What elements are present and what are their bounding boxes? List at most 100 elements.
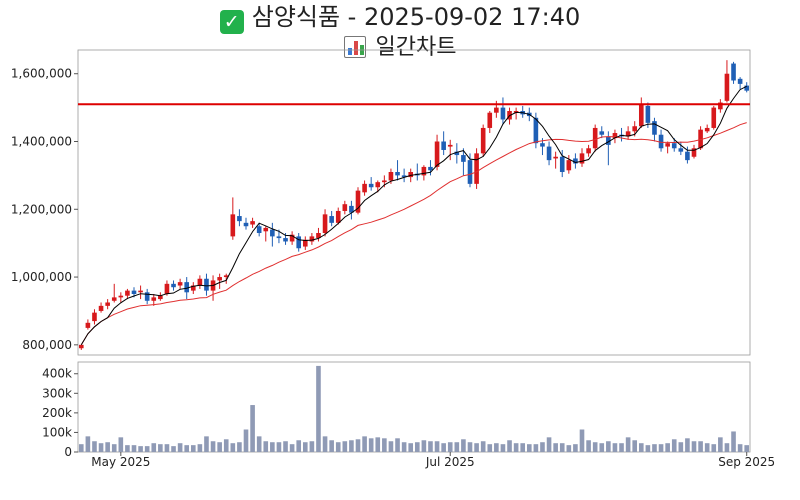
volume-bar: [256, 436, 262, 452]
volume-bar: [718, 437, 723, 452]
volume-bar: [349, 440, 354, 452]
volume-bar: [184, 445, 190, 452]
candle-body: [500, 107, 506, 120]
volume-frame: [77, 361, 751, 453]
candle-body: [204, 278, 209, 291]
volume-bar: [217, 442, 222, 452]
candle-body: [678, 148, 684, 152]
volume-bar: [573, 444, 578, 452]
volume-bar: [382, 438, 387, 452]
volume-bar: [461, 439, 466, 452]
volume-bar: [487, 444, 493, 452]
volume-tick-label: 400k: [42, 367, 72, 381]
volume-bar: [665, 443, 670, 452]
volume-bar: [329, 440, 334, 452]
volume-bar: [296, 440, 302, 452]
volume-bar: [105, 442, 110, 452]
candle-body: [401, 175, 407, 178]
x-axis: May 2025 Jul 2025 Sep 2025: [91, 452, 775, 469]
volume-bar: [592, 442, 598, 452]
candle-body: [665, 143, 670, 147]
candle-body: [78, 344, 84, 349]
candle-body: [698, 129, 703, 149]
candle-body: [92, 312, 97, 322]
candle-body: [362, 183, 367, 193]
x-tick-label: May 2025: [91, 455, 150, 469]
volume-bar: [276, 442, 282, 452]
candle-body: [566, 160, 572, 171]
candle-body: [375, 182, 381, 188]
volume-bar: [362, 436, 367, 452]
volume-bar: [421, 440, 427, 452]
volume-bar: [355, 439, 361, 452]
volume-bar: [599, 443, 605, 452]
volume-bar: [533, 444, 539, 452]
volume-tick-label: 0: [64, 445, 72, 459]
candle-body: [540, 143, 545, 147]
volume-bar: [645, 445, 651, 452]
price-panel: 800,000 1,000,000 1,200,000 1,400,000 1,600,…: [11, 49, 751, 356]
volume-bar: [144, 446, 150, 452]
volume-bar: [724, 443, 730, 452]
candle-body: [316, 233, 321, 239]
candle-body: [144, 292, 150, 301]
candle-body: [553, 156, 558, 159]
volume-bar: [223, 439, 229, 452]
volume-bar: [401, 442, 407, 452]
volume-bar: [210, 441, 216, 452]
candle-body: [474, 153, 479, 184]
volume-bar: [283, 441, 288, 452]
volume-bar: [302, 442, 308, 452]
candle-body: [671, 143, 677, 149]
candle-body: [329, 216, 334, 223]
candle-body: [428, 166, 433, 171]
volume-bar: [500, 444, 506, 452]
volume-bar: [85, 436, 91, 452]
volume-bar: [612, 443, 618, 452]
candle-body: [382, 180, 387, 183]
volume-bar: [322, 436, 328, 452]
candle-body: [342, 204, 348, 211]
volume-bar: [335, 442, 341, 452]
candle-body: [421, 166, 427, 176]
volume-bar: [632, 440, 638, 452]
volume-bar: [586, 440, 591, 452]
candle-body: [625, 131, 631, 137]
price-frame: [77, 49, 751, 356]
volume-bar: [744, 445, 750, 452]
volume-bar: [434, 441, 440, 452]
candle-body: [125, 290, 130, 296]
price-tick-label: 1,200,000: [11, 202, 72, 216]
candle-body: [513, 111, 519, 113]
x-tick-label: Jul 2025: [425, 455, 475, 469]
x-tick-label: Sep 2025: [718, 455, 775, 469]
candle-body: [164, 283, 170, 294]
price-tick-label: 800,000: [22, 338, 72, 352]
candle-body: [158, 295, 163, 300]
candle-body: [447, 144, 453, 147]
candle-body: [395, 172, 400, 176]
volume-bar: [388, 441, 394, 452]
volume-bar: [263, 441, 269, 452]
volume-panel: 0 100k 200k 300k 400k: [42, 361, 751, 459]
price-tick-label: 1,600,000: [11, 67, 72, 81]
volume-bar: [342, 441, 348, 452]
candle-body: [408, 172, 414, 178]
volume-tick-label: 200k: [42, 406, 72, 420]
volume-tick-label: 300k: [42, 386, 72, 400]
volume-bar: [447, 442, 453, 452]
candle-body: [98, 305, 104, 311]
volume-bar: [78, 444, 84, 452]
volume-bar: [92, 441, 97, 452]
candle-body: [197, 278, 203, 286]
chart-title: ✓ 삼양식품 - 2025-09-02 17:40: [0, 0, 800, 34]
candle-body: [217, 277, 222, 281]
candle-body: [171, 283, 176, 288]
candle-body: [223, 275, 229, 278]
candle-body: [632, 126, 638, 132]
volume-bar: [731, 431, 736, 452]
volume-bar: [171, 446, 176, 452]
volume-bar: [638, 443, 644, 452]
check-mark-icon: ✓: [219, 10, 244, 34]
volume-bar: [579, 429, 585, 452]
